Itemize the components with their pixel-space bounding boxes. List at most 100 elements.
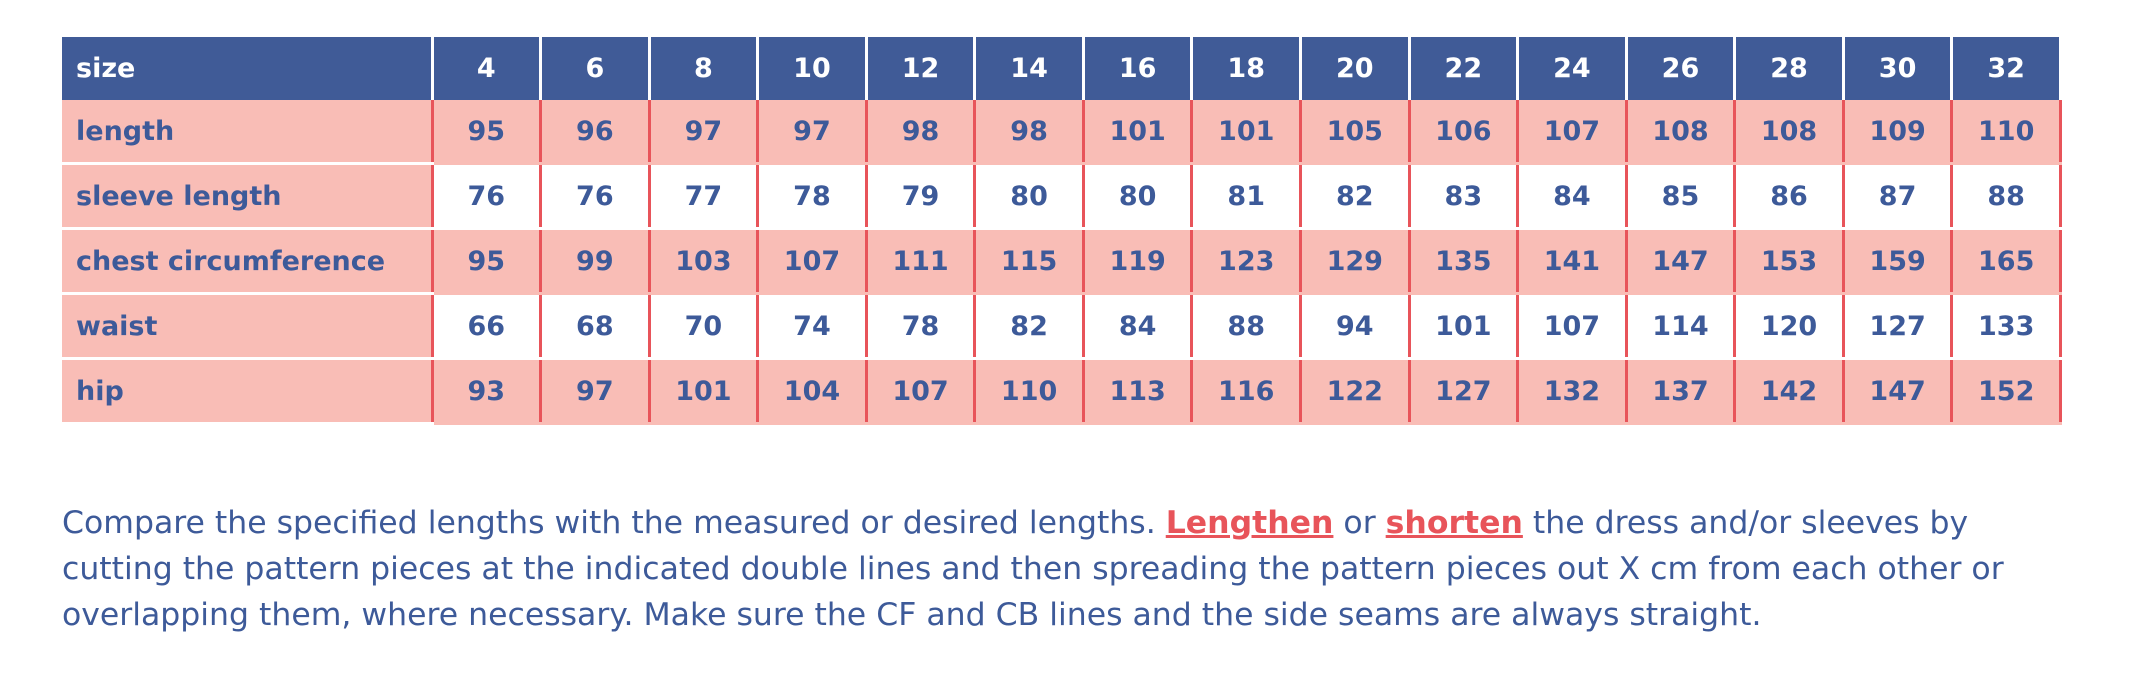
measure-cell: 85 [1626,163,1737,230]
measure-cell: 165 [1951,228,2062,295]
size-header: 10 [757,37,868,100]
measure-cell: 147 [1626,228,1737,295]
measure-cell: 70 [649,293,760,360]
row-label: chest circumference [62,228,434,295]
measure-cell: 82 [974,293,1085,360]
row-label: sleeve length [62,163,434,230]
measure-cell: 120 [1734,293,1845,360]
measure-cell: 132 [1517,358,1628,425]
measure-cell: 97 [649,100,760,165]
measure-cell: 101 [1083,100,1194,165]
measure-cell: 103 [649,228,760,295]
measure-cell: 78 [866,293,977,360]
measure-cell: 105 [1300,100,1411,165]
measure-cell: 97 [540,358,651,425]
size-header: 18 [1191,37,1302,100]
measure-cell: 107 [866,358,977,425]
size-header: 4 [432,37,543,100]
measure-cell: 110 [1951,100,2062,165]
measure-cell: 147 [1843,358,1954,425]
measure-cell: 114 [1626,293,1737,360]
measure-cell: 83 [1409,163,1520,230]
measure-cell: 135 [1409,228,1520,295]
size-header: 8 [649,37,760,100]
size-header: 6 [540,37,651,100]
measure-cell: 159 [1843,228,1954,295]
size-header: 14 [974,37,1085,100]
measure-cell: 104 [757,358,868,425]
measure-row: sleeve length 76 76 77 78 79 80 80 81 82 83 84 85 86 8… [62,163,2062,230]
header-row: size 4 6 8 10 12 14 16 18 20 22 24 26 28 30 32 [62,37,2062,100]
measure-cell: 101 [649,358,760,425]
measure-row: chest circumference 95 99 103 107 111 115 119 12… [62,228,2062,295]
measure-cell: 107 [757,228,868,295]
text: or [1333,505,1386,541]
measure-cell: 78 [757,163,868,230]
measure-cell: 88 [1191,293,1302,360]
measure-cell: 122 [1300,358,1411,425]
measure-cell: 127 [1409,358,1520,425]
row-label: waist [62,293,434,360]
measure-cell: 79 [866,163,977,230]
size-header: 32 [1951,37,2062,100]
text: Compare the specified lengths with the m… [62,505,1166,541]
measure-cell: 110 [974,358,1085,425]
measure-cell: 88 [1951,163,2062,230]
size-header: 28 [1734,37,1845,100]
measure-cell: 76 [540,163,651,230]
measure-cell: 115 [974,228,1085,295]
size-header: 16 [1083,37,1194,100]
measure-cell: 80 [974,163,1085,230]
size-header: 20 [1300,37,1411,100]
measure-cell: 98 [866,100,977,165]
measure-cell: 98 [974,100,1085,165]
measure-cell: 137 [1626,358,1737,425]
measure-cell: 82 [1300,163,1411,230]
text: the dress and/or sleeves by cutting the … [62,505,2004,633]
measure-cell: 84 [1083,293,1194,360]
measure-cell: 109 [1843,100,1954,165]
header-label: size [62,37,434,100]
measure-cell: 77 [649,163,760,230]
size-header: 22 [1409,37,1520,100]
shorten-link[interactable]: shorten [1385,505,1523,541]
measure-cell: 99 [540,228,651,295]
measure-cell: 153 [1734,228,1845,295]
lengthen-link[interactable]: Lengthen [1165,505,1334,541]
measure-cell: 116 [1191,358,1302,425]
measure-cell: 76 [432,163,543,230]
measure-cell: 108 [1734,100,1845,165]
measure-cell: 152 [1951,358,2062,425]
measure-row: waist 66 68 70 74 78 82 84 88 94 101 107 114 120 127 13… [62,293,2062,360]
measure-cell: 95 [432,228,543,295]
measure-cell: 108 [1626,100,1737,165]
measure-cell: 113 [1083,358,1194,425]
measure-cell: 81 [1191,163,1302,230]
measure-cell: 129 [1300,228,1411,295]
measure-cell: 86 [1734,163,1845,230]
measure-cell: 93 [432,358,543,425]
measure-cell: 97 [757,100,868,165]
row-label: length [62,100,434,165]
measure-cell: 119 [1083,228,1194,295]
measure-cell: 133 [1951,293,2062,360]
measure-cell: 96 [540,100,651,165]
measure-cell: 107 [1517,100,1628,165]
measure-cell: 106 [1409,100,1520,165]
measure-row: length 95 96 97 97 98 98 101 101 105 106 107 108 108 1… [62,100,2062,165]
measure-cell: 142 [1734,358,1845,425]
size-table: size 4 6 8 10 12 14 16 18 20 22 24 26 28 30 32 length 95… [62,37,2062,425]
measure-cell: 94 [1300,293,1411,360]
row-label: hip [62,358,434,425]
measure-cell: 111 [866,228,977,295]
size-header: 12 [866,37,977,100]
measure-cell: 87 [1843,163,1954,230]
size-header: 24 [1517,37,1628,100]
measure-cell: 101 [1191,100,1302,165]
measure-cell: 84 [1517,163,1628,230]
measure-cell: 107 [1517,293,1628,360]
measure-cell: 101 [1409,293,1520,360]
measure-cell: 141 [1517,228,1628,295]
instructions: Compare the specified lengths with the m… [62,500,2072,638]
